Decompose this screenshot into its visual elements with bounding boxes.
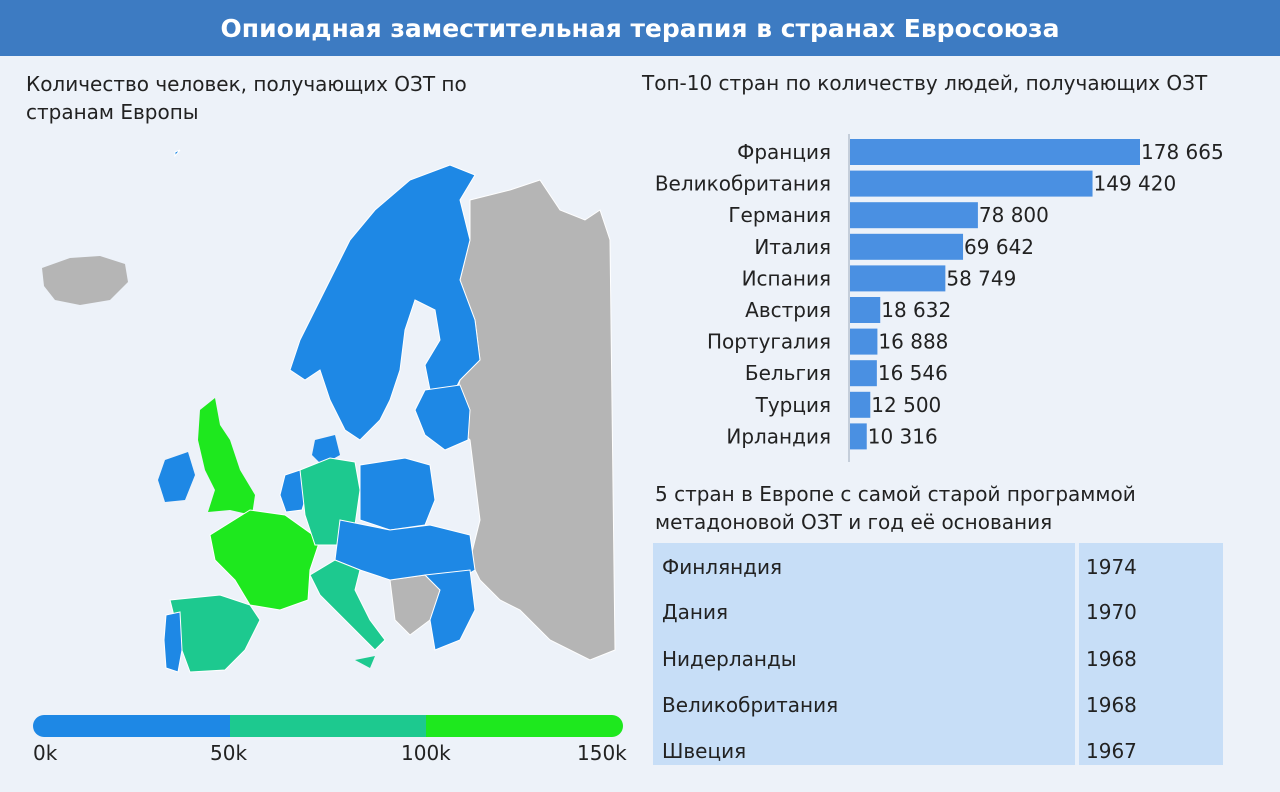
bar bbox=[850, 170, 1093, 197]
bar bbox=[850, 391, 871, 418]
bar-category-label: Германия bbox=[728, 203, 831, 227]
table-cell-year: 1968 bbox=[1086, 647, 1137, 671]
table-cell-year: 1968 bbox=[1086, 693, 1137, 717]
bar bbox=[850, 297, 881, 323]
bar-value-label: 69 642 bbox=[964, 235, 1034, 259]
bar bbox=[850, 423, 867, 450]
map-region-sicily bbox=[355, 656, 375, 668]
bar-value-label: 16 888 bbox=[878, 330, 948, 354]
map-region-scandinavia bbox=[174, 149, 481, 441]
table-column-divider bbox=[1075, 543, 1079, 765]
table-cell-year: 1970 bbox=[1086, 600, 1137, 624]
bar-value-label: 12 500 bbox=[871, 393, 941, 417]
bar bbox=[850, 139, 1140, 165]
table-row: Дания 1970 bbox=[653, 592, 1223, 632]
table-cell-year: 1974 bbox=[1086, 555, 1137, 579]
map-region-ireland bbox=[158, 452, 195, 502]
bar-value-label: 18 632 bbox=[881, 298, 951, 322]
map-region-baltics bbox=[414, 384, 471, 451]
map-region-iceland bbox=[42, 256, 128, 305]
table-cell-country: Великобритания bbox=[662, 693, 839, 717]
bar bbox=[850, 360, 877, 387]
table-row: Нидерланды 1968 bbox=[653, 639, 1223, 679]
bar-value-label: 10 316 bbox=[868, 424, 938, 448]
bar bbox=[850, 265, 946, 292]
map-color-scale bbox=[33, 715, 623, 737]
map-region-nodata-east bbox=[449, 179, 616, 661]
map-region-portugal bbox=[163, 611, 183, 673]
map-region-uk bbox=[198, 398, 255, 515]
bar-category-label: Испания bbox=[742, 266, 831, 290]
map-region-spain bbox=[169, 594, 261, 673]
bar-value-label: 58 749 bbox=[946, 266, 1016, 290]
bar-category-label: Бельгия bbox=[745, 361, 831, 385]
map-region-southeast bbox=[423, 569, 476, 651]
table-cell-year: 1967 bbox=[1086, 739, 1137, 763]
table-cell-country: Дания bbox=[662, 600, 728, 624]
map-region-france bbox=[209, 509, 321, 611]
color-scale-tick: 100k bbox=[401, 741, 451, 765]
bar-chart-title: Топ-10 стран по количеству людей, получа… bbox=[642, 71, 1208, 95]
bar-category-label: Великобритания bbox=[655, 172, 831, 196]
bar bbox=[850, 233, 964, 260]
map-title: Количество человек, получающих ОЗТ по ст… bbox=[26, 72, 467, 124]
table-row: Швеция 1967 bbox=[653, 731, 1223, 771]
bar-value-label: 178 665 bbox=[1141, 140, 1224, 164]
table-cell-country: Нидерланды bbox=[662, 647, 797, 671]
table-cell-country: Швеция bbox=[662, 739, 747, 763]
table-row: Финляндия 1974 bbox=[653, 547, 1223, 587]
color-scale-tick: 50k bbox=[210, 741, 248, 765]
color-scale-segment-low bbox=[33, 715, 230, 737]
color-scale-segment-mid bbox=[229, 715, 427, 737]
color-scale-tick: 0k bbox=[33, 741, 58, 765]
color-scale-tick: 150k bbox=[577, 741, 627, 765]
bar bbox=[850, 328, 878, 355]
oldest-programs-table: Финляндия 1974 Дания 1970 Нидерланды 196… bbox=[653, 543, 1223, 765]
bar-value-label: 16 546 bbox=[878, 361, 948, 385]
map-region-italy bbox=[309, 559, 386, 651]
table-title: 5 стран в Европе с самой старой программ… bbox=[655, 482, 1136, 534]
page-header: Опиоидная заместительная терапия в стран… bbox=[0, 0, 1280, 56]
bar-category-label: Ирландия bbox=[726, 424, 831, 448]
bar bbox=[850, 202, 978, 229]
bar-category-label: Турция bbox=[755, 393, 831, 417]
map-region-denmark bbox=[312, 435, 340, 465]
bar-value-label: 78 800 bbox=[979, 203, 1049, 227]
top10-bar-chart: Франция 178 665 Великобритания 149 420 Герма… bbox=[630, 134, 1270, 464]
table-cell-country: Финляндия bbox=[662, 555, 783, 579]
table-row: Великобритания 1968 bbox=[653, 685, 1223, 725]
map-region-poland bbox=[359, 457, 436, 531]
bar-category-label: Франция bbox=[737, 140, 831, 164]
bar-category-label: Италия bbox=[754, 235, 831, 259]
bar-value-label: 149 420 bbox=[1094, 172, 1177, 196]
bar-category-label: Португалия bbox=[707, 330, 831, 354]
europe-choropleth-map bbox=[30, 140, 620, 700]
page-title: Опиоидная заместительная терапия в стран… bbox=[220, 13, 1060, 43]
color-scale-segment-high bbox=[426, 715, 623, 737]
bar-category-label: Австрия bbox=[745, 298, 831, 322]
